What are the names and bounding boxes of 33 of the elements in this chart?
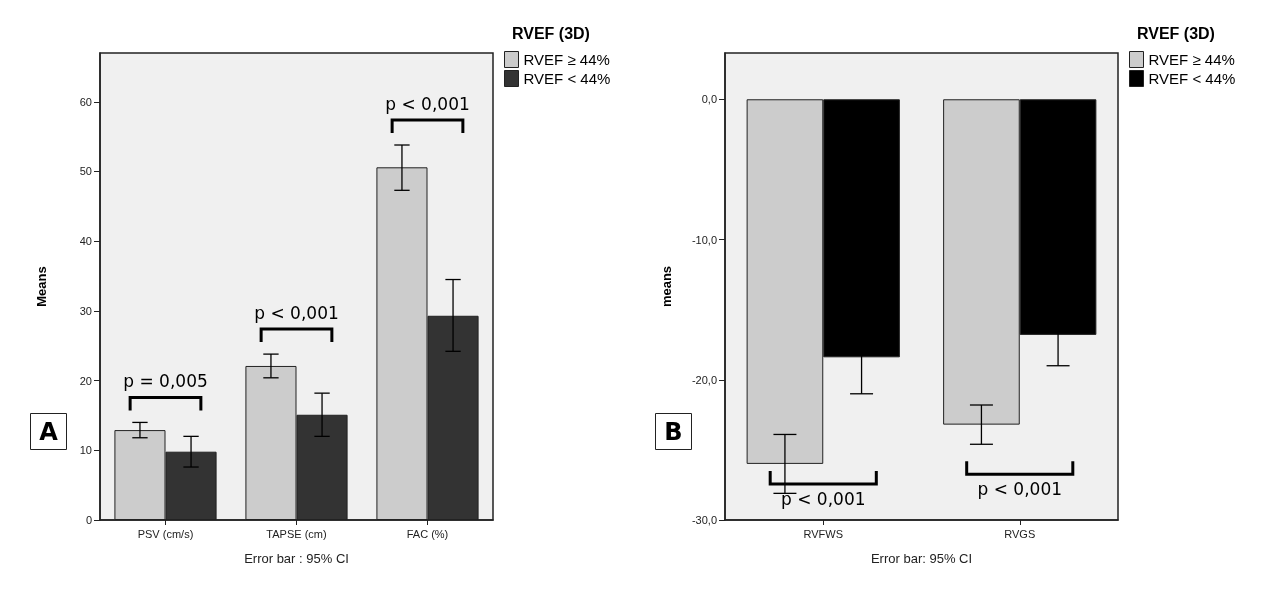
y-tick-label: 0	[85, 514, 92, 526]
y-tick-label: 50	[79, 165, 92, 178]
legend-label: RVEF < 44%	[1148, 70, 1236, 87]
y-tick-label: 40	[79, 235, 92, 248]
legend-label: RVEF < 44%	[523, 70, 611, 87]
x-tick-label: RVFWS	[803, 527, 844, 540]
y-tick-label: -20,0	[691, 373, 717, 386]
y-tick-label: 0,0	[701, 93, 717, 106]
annotation: p = 0,005	[123, 370, 208, 391]
annotation: p < 0,001	[780, 488, 866, 509]
x-tick-label: RVGS	[1004, 527, 1036, 540]
y-tick-label: -10,0	[691, 233, 717, 246]
annotation: p < 0,001	[385, 93, 470, 114]
text: B	[664, 417, 683, 446]
annotation: p < 0,001	[254, 302, 339, 323]
x-axis-title: Error bar : 95% CI	[244, 551, 349, 566]
text: A	[39, 417, 59, 446]
legend-label: RVEF ≥ 44%	[1148, 51, 1235, 68]
x-tick-label: PSV (cm/s)	[137, 527, 194, 540]
legend-label: RVEF ≥ 44%	[523, 51, 610, 68]
y-tick-label: 60	[79, 95, 92, 108]
y-tick-label: 10	[79, 444, 92, 457]
y-tick-label: 30	[79, 304, 92, 317]
y-axis-title: means	[659, 265, 674, 308]
y-tick-label: 20	[79, 374, 92, 387]
annotation: p < 0,001	[977, 478, 1063, 499]
x-tick-label: TAPSE (cm)	[266, 527, 327, 540]
legend-title: RVEF (3D)	[512, 24, 590, 42]
x-tick-label: FAC (%)	[406, 527, 449, 540]
legend-title: RVEF (3D)	[1137, 24, 1215, 42]
y-axis-title: Means	[34, 266, 49, 307]
y-tick-label: -30,0	[691, 514, 717, 526]
x-axis-title: Error bar: 95% CI	[870, 551, 973, 566]
